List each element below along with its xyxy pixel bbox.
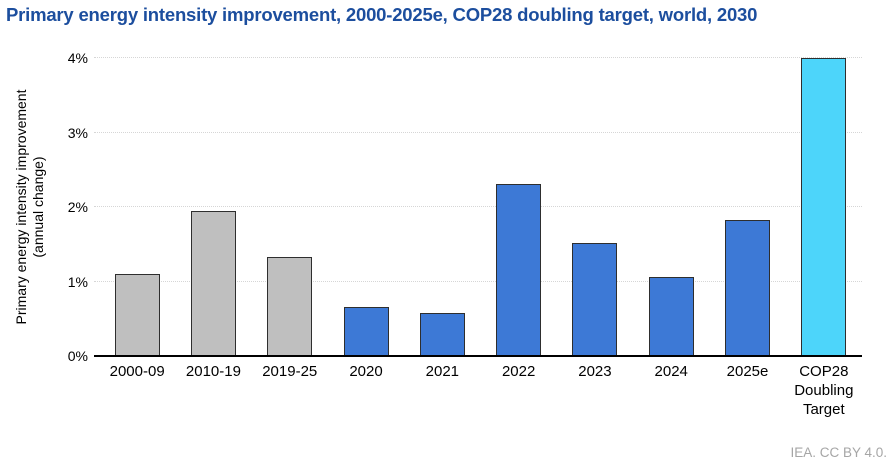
gridline-3% (94, 131, 862, 133)
x-axis-line (94, 355, 862, 357)
y-axis-ticks: 0% 1% 2% 3% 4% (0, 51, 88, 363)
bar-2024 (648, 277, 694, 356)
x-label-2025e: 2025e (726, 363, 769, 380)
y-tick-label-1%: 1% (67, 273, 88, 290)
chart-title: Primary energy intensity improvement, 20… (6, 4, 758, 25)
bar-cop28-doubling-target (801, 58, 847, 356)
bar-slot (175, 58, 251, 356)
bar-2023 (572, 243, 618, 356)
bar-slot (633, 58, 709, 356)
x-label-2023: 2023 (578, 363, 612, 380)
bar-2000-09 (114, 274, 160, 356)
x-label-2021: 2021 (425, 363, 460, 380)
x-label-2024: 2024 (654, 363, 688, 380)
plot-area (94, 57, 862, 357)
bar-slot (557, 58, 633, 356)
bar-slot (99, 58, 175, 356)
bars-container (99, 58, 862, 356)
bar-2020 (343, 307, 389, 356)
y-tick-label-4%: 4% (67, 50, 88, 66)
y-tick-label-0%: 0% (67, 348, 88, 364)
gridline-4% (94, 57, 862, 58)
bar-2025e (725, 220, 771, 356)
bar-2021 (419, 313, 465, 356)
bar-slot (404, 58, 480, 356)
x-label-2022: 2022 (501, 363, 536, 380)
x-label-cop28-doubling-target: COP28 Doubling Target (794, 363, 854, 418)
x-label-2019-25: 2019-25 (262, 363, 318, 380)
bar-slot (252, 58, 328, 356)
bar-slot (480, 58, 556, 356)
bar-slot (709, 58, 785, 356)
y-tick-label-3%: 3% (67, 124, 88, 141)
bar-2019-25 (267, 257, 313, 356)
bar-2022 (496, 184, 542, 356)
bar-slot (786, 58, 862, 356)
gridline-1% (94, 280, 862, 282)
x-axis-labels: 2000-09 2010-19 2019-25 2020 2021 2022 2023 202… (99, 362, 862, 419)
credit-text: IEA. CC BY 4.0. (790, 445, 887, 460)
bar-slot (328, 58, 404, 356)
x-label-2000-09: 2000-09 (109, 363, 165, 380)
bar-2010-19 (190, 211, 236, 356)
x-label-2010-19: 2010-19 (185, 363, 241, 380)
y-tick-label-2%: 2% (67, 199, 88, 215)
gridline-2% (94, 206, 862, 207)
x-label-2020: 2020 (349, 363, 383, 380)
